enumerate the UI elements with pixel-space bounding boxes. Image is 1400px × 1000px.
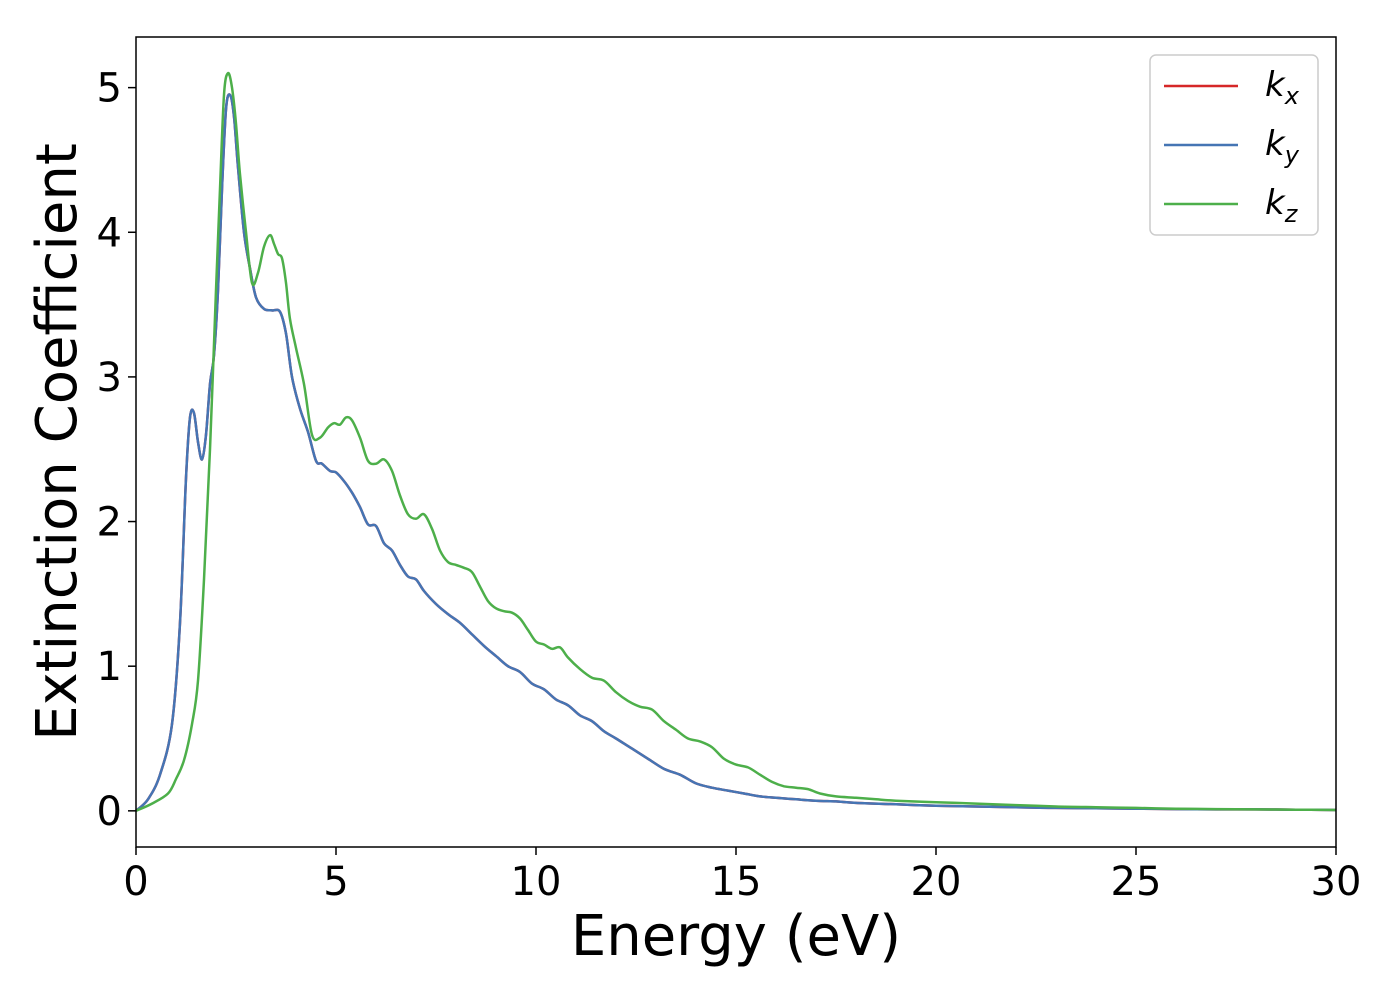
y-tick-label: 4	[97, 210, 122, 256]
x-tick-label: 25	[1111, 859, 1162, 905]
legend-label-kx: kx	[1265, 65, 1300, 110]
y-axis: 0 1 2 3 4 5	[97, 66, 136, 835]
y-tick-label: 2	[97, 500, 122, 546]
x-tick-label: 20	[911, 859, 962, 905]
x-axis-title: Energy (eV)	[571, 904, 901, 969]
y-tick-label: 3	[97, 355, 122, 401]
y-axis-title: Extinction Coefficient	[25, 143, 90, 741]
series-line-kz	[135, 71, 1337, 812]
x-tick-label: 0	[123, 859, 148, 905]
y-tick-label: 0	[97, 789, 122, 835]
x-tick-label: 15	[711, 859, 762, 905]
x-tick-label: 10	[511, 859, 562, 905]
y-tick-label: 5	[97, 66, 122, 112]
plot-lines	[135, 71, 1337, 812]
x-tick-label: 30	[1311, 859, 1362, 905]
legend: kx ky kz	[1149, 54, 1319, 236]
x-tick-label: 5	[323, 859, 348, 905]
legend-label-ky: ky	[1265, 124, 1300, 169]
y-tick-label: 1	[97, 644, 122, 690]
series-line-ky	[135, 93, 1337, 812]
x-axis: 0 5 10 15 20 25 30	[123, 847, 1361, 905]
legend-label-kz: kz	[1265, 183, 1299, 228]
